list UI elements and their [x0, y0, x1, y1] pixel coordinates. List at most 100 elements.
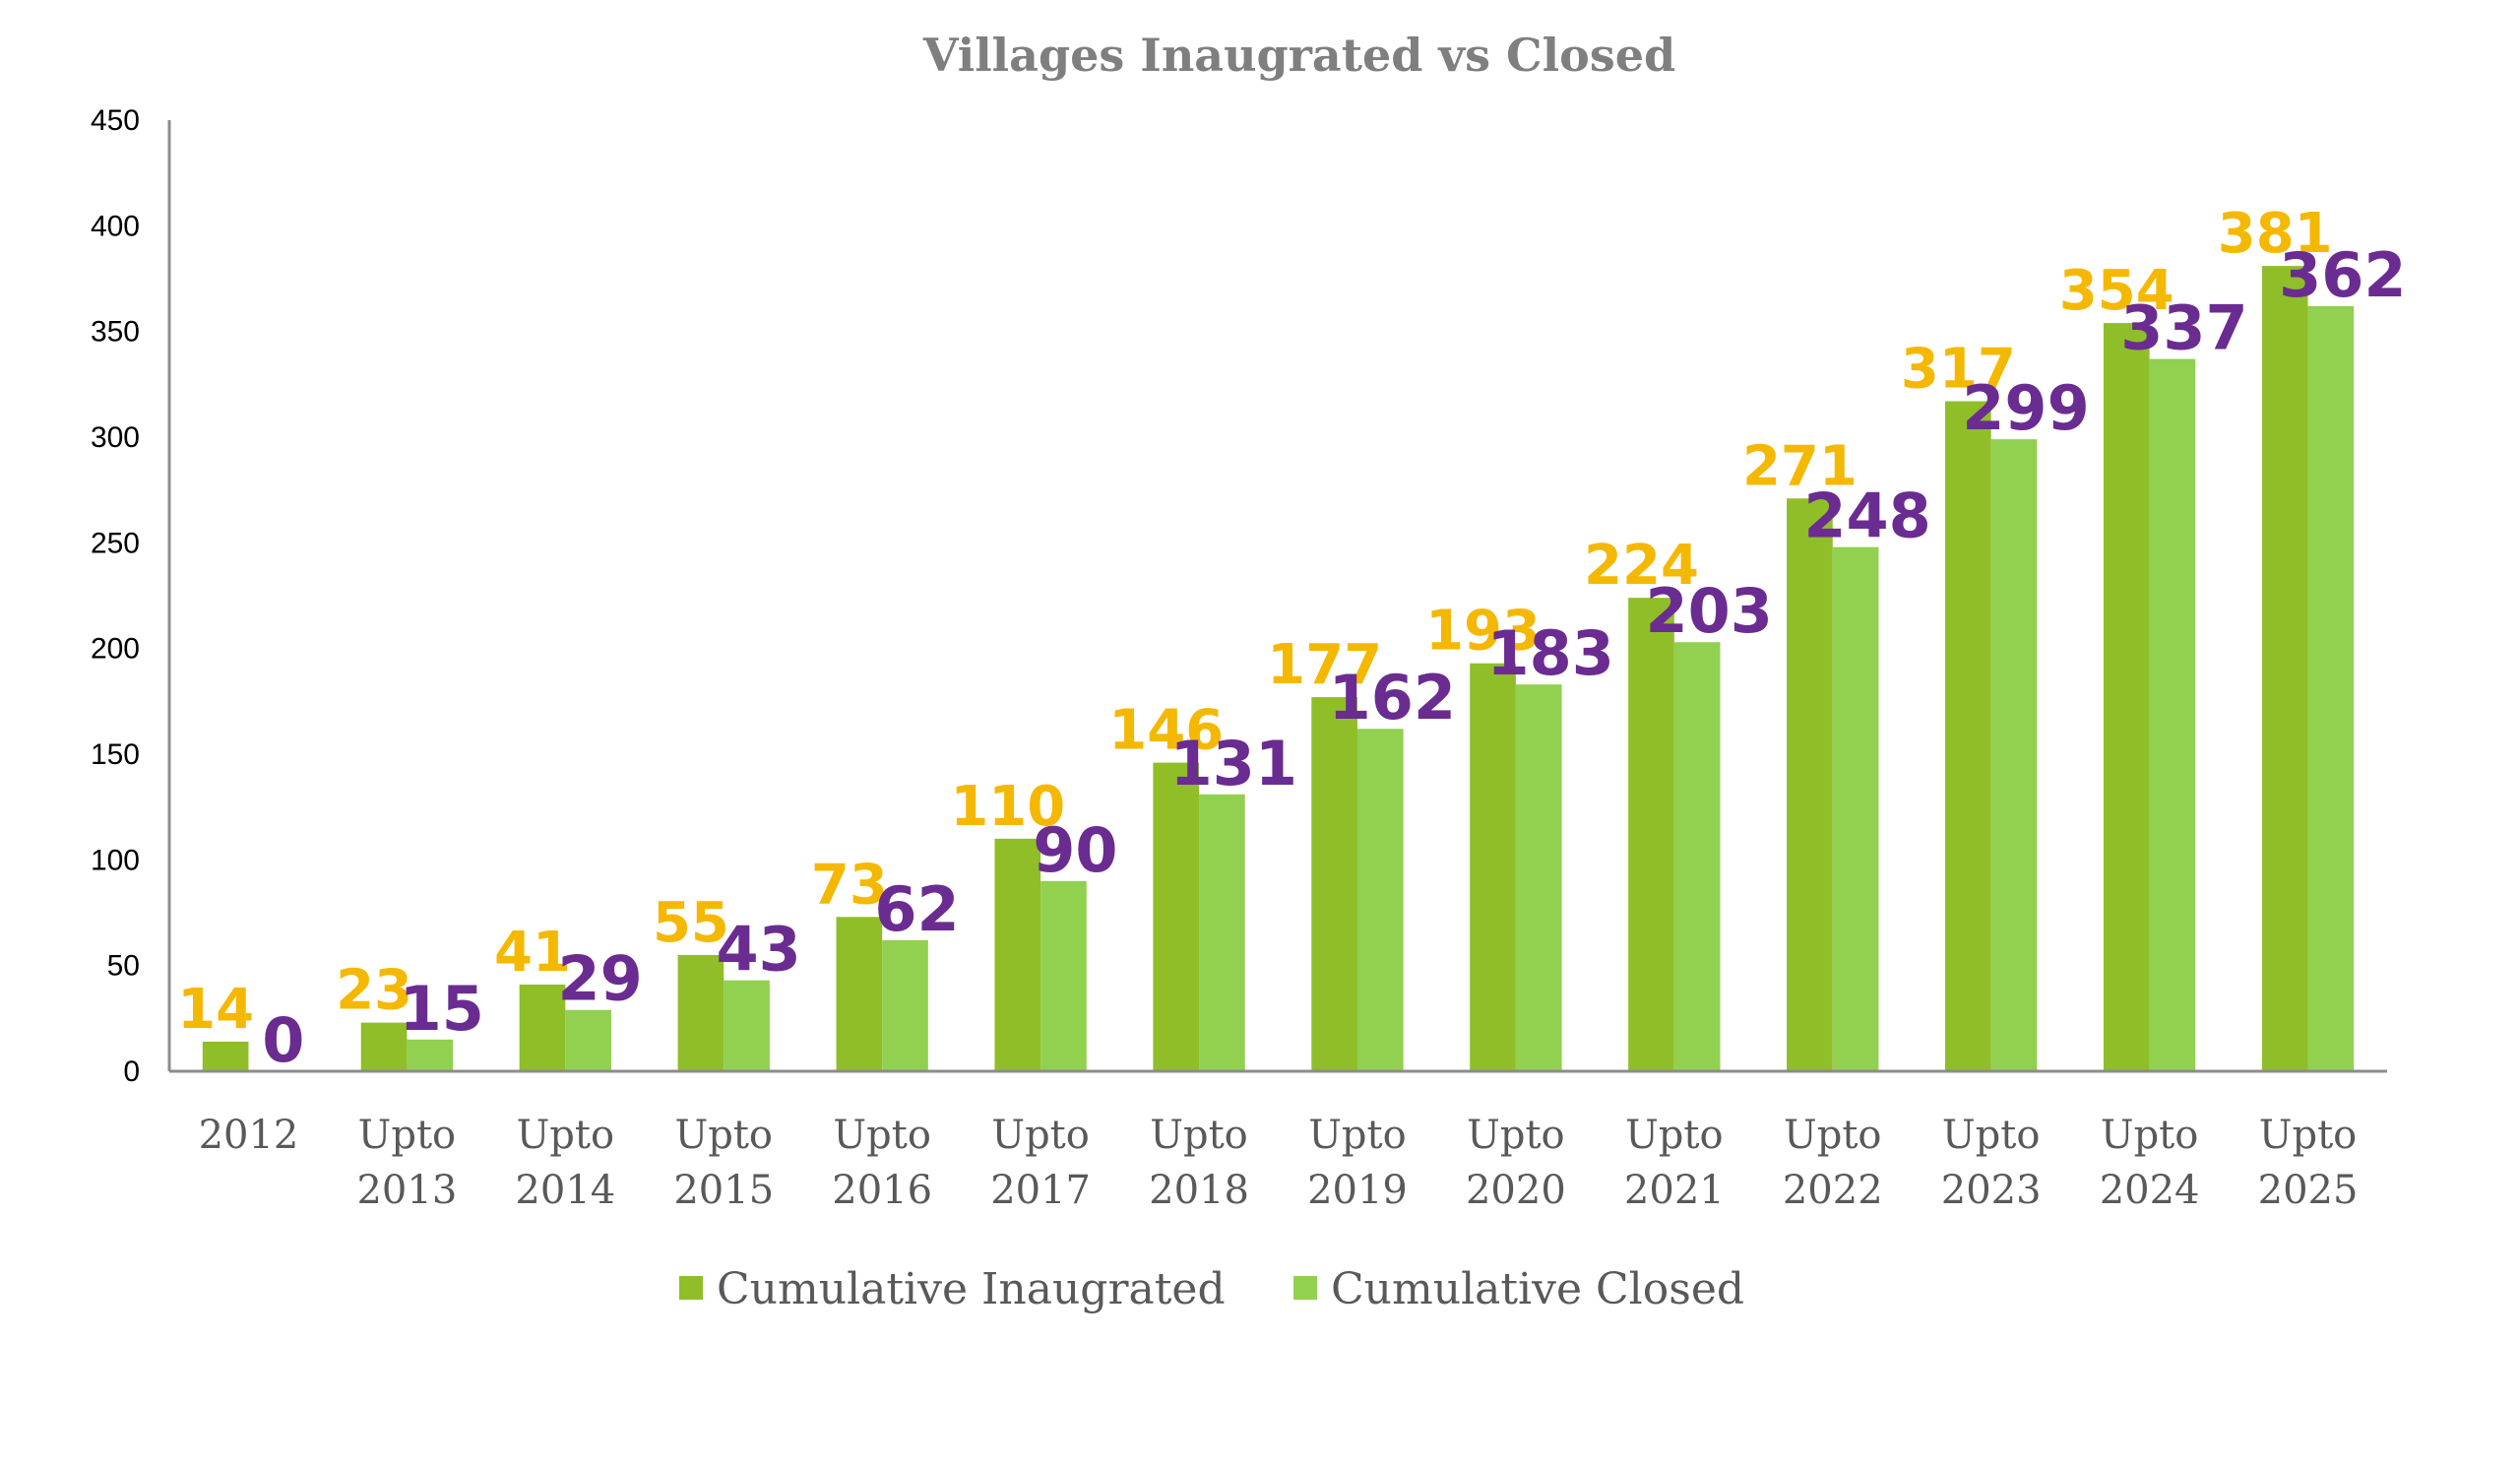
x-axis: 2012 Upto 2013 Upto 2014 Upto 2015 Upto 2016 Upto…: [169, 1069, 2387, 1213]
x-tick-label: Upto: [358, 1113, 456, 1158]
legend-swatch: [1293, 1276, 1317, 1300]
bar-closed: [1673, 642, 1721, 1071]
x-tick-label: 2019: [1307, 1168, 1408, 1213]
bar-closed: [882, 939, 928, 1071]
bar-inaugrated: [1311, 697, 1357, 1071]
bar-closed: [2149, 358, 2196, 1071]
data-label-inaugrated: 177: [1267, 633, 1382, 697]
legend: Cumulative Inaugrated Cumulative Closed: [679, 1264, 1744, 1314]
data-label-closed: 62: [874, 873, 959, 945]
data-label-inaugrated: 193: [1425, 600, 1541, 664]
x-tick-label: 2022: [1783, 1168, 1883, 1213]
bar-closed: [1990, 439, 2038, 1071]
bar-inaugrated: [1628, 598, 1674, 1071]
bar-inaugrated: [1787, 498, 1833, 1072]
data-label-inaugrated: 354: [2059, 259, 2174, 323]
bars: [202, 266, 2355, 1072]
bar-inaugrated: [836, 917, 883, 1071]
data-label-inaugrated: 73: [811, 853, 888, 917]
x-tick-label: 2023: [1941, 1168, 2042, 1213]
bar-closed: [1040, 880, 1087, 1071]
data-label-closed: 183: [1487, 617, 1614, 689]
x-tick-label: Upto: [1150, 1113, 1247, 1158]
x-tick-label: Upto: [1467, 1113, 1564, 1158]
y-tick-label: 50: [107, 950, 140, 983]
bar-inaugrated: [202, 1041, 249, 1071]
y-tick-label: 450: [91, 104, 140, 137]
x-tick-label: Upto: [833, 1113, 930, 1158]
x-tick-label: Upto: [2259, 1113, 2357, 1158]
bar-inaugrated: [1945, 401, 1991, 1071]
bar-inaugrated: [2261, 266, 2308, 1071]
bar-closed: [565, 1009, 611, 1071]
data-label-inaugrated: 271: [1742, 434, 1858, 498]
data-label-closed: 203: [1645, 575, 1772, 647]
y-tick-label: 400: [91, 210, 140, 242]
x-tick-label: Upto: [1625, 1113, 1723, 1158]
data-label-inaugrated: 146: [1108, 699, 1224, 763]
bar-closed: [1832, 546, 1879, 1071]
x-tick-label: 2017: [990, 1168, 1091, 1213]
data-label-closed: 337: [2120, 292, 2247, 364]
legend-label: Cumulative Closed: [1331, 1264, 1744, 1314]
data-label-inaugrated: 23: [336, 959, 412, 1023]
data-label-closed: 29: [558, 943, 643, 1015]
y-tick-label: 250: [91, 527, 140, 559]
bar-inaugrated: [519, 984, 566, 1071]
x-tick-label: 2018: [1149, 1168, 1249, 1213]
x-tick-label: Upto: [517, 1113, 614, 1158]
legend-label: Cumulative Inaugrated: [717, 1264, 1226, 1314]
x-tick-label: 2020: [1466, 1168, 1566, 1213]
x-tick-label: Upto: [1308, 1113, 1406, 1158]
data-label-inaugrated: 110: [950, 775, 1065, 839]
data-label-closed: 248: [1803, 480, 1930, 552]
data-label-inaugrated: 55: [653, 891, 729, 955]
x-tick-label: Upto: [1942, 1113, 2040, 1158]
x-tick-label: 2015: [673, 1168, 774, 1213]
data-label-closed: 15: [400, 973, 484, 1045]
bar-closed: [1515, 684, 1562, 1071]
bar-inaugrated: [360, 1022, 408, 1071]
x-tick-label: 2021: [1624, 1168, 1725, 1213]
x-tick-label: 2024: [2100, 1168, 2200, 1213]
y-tick-label: 350: [91, 316, 140, 349]
bar-inaugrated: [994, 838, 1041, 1071]
legend-swatch: [679, 1276, 703, 1300]
y-tick-label: 0: [123, 1055, 140, 1088]
bar-inaugrated: [1470, 663, 1516, 1071]
x-tick-label: Upto: [2101, 1113, 2198, 1158]
data-label-closed: 299: [1962, 372, 2089, 444]
bar-closed: [1199, 794, 1245, 1071]
x-tick-label: 2013: [356, 1168, 457, 1213]
x-tick-label: 2014: [515, 1168, 615, 1213]
data-label-inaugrated: 381: [2218, 202, 2333, 266]
y-tick-label: 200: [91, 633, 140, 666]
y-axis: 0 50 100 150 200 250 300 350 400 450: [91, 104, 171, 1088]
x-tick-label: 2016: [832, 1168, 932, 1213]
x-tick-label: 2012: [199, 1113, 299, 1158]
data-label-closed: 0: [262, 1004, 304, 1076]
bar-inaugrated: [2103, 323, 2150, 1072]
data-label-closed: 162: [1329, 662, 1456, 734]
x-tick-label: Upto: [991, 1113, 1089, 1158]
data-label-closed: 362: [2279, 239, 2406, 311]
data-label-inaugrated: 14: [177, 978, 254, 1042]
x-tick-label: Upto: [1784, 1113, 1881, 1158]
bar-inaugrated: [1153, 762, 1200, 1071]
data-label-closed: 43: [716, 914, 800, 986]
data-label-closed: 90: [1033, 814, 1117, 886]
data-label-inaugrated: 224: [1584, 534, 1699, 598]
bar-closed: [724, 980, 770, 1071]
x-tick-label: 2025: [2258, 1168, 2359, 1213]
y-tick-label: 150: [91, 738, 140, 771]
bar-closed: [1356, 729, 1404, 1071]
data-label-inaugrated: 41: [494, 921, 571, 985]
chart-title: Villages Inaugrated vs Closed: [922, 29, 1675, 82]
y-tick-label: 100: [91, 844, 140, 876]
bar-closed: [407, 1039, 454, 1071]
bar-closed: [2307, 305, 2355, 1071]
x-tick-label: Upto: [675, 1113, 773, 1158]
data-label-closed: 131: [1170, 728, 1297, 799]
